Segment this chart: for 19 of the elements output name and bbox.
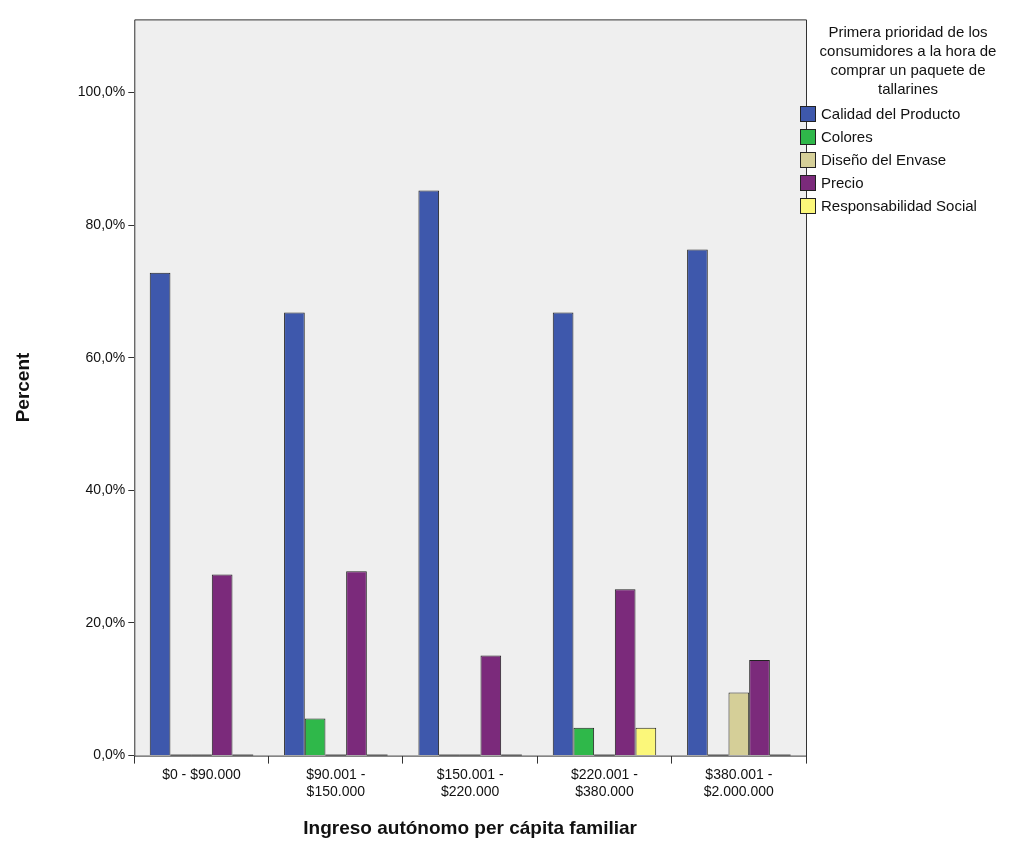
legend-label: Colores xyxy=(821,128,873,145)
x-tick-label: $220.001 - $380.000 xyxy=(571,765,639,799)
x-tick-label: $90.001 - $150.000 xyxy=(306,765,366,799)
legend-label: Precio xyxy=(821,174,864,191)
y-tick-label: 20,0% xyxy=(85,613,126,630)
x-tick-label: $0 - $90.000 xyxy=(162,765,241,782)
y-tick-label: 0,0% xyxy=(93,746,126,763)
legend-label: Diseño del Envase xyxy=(821,151,947,168)
legend-label: Responsabilidad Social xyxy=(821,197,977,214)
y-tick-label: 60,0% xyxy=(85,348,126,365)
y-tick-label: 80,0% xyxy=(85,215,126,232)
legend-title: Primera prioridad de los consumidores a la hora de comprar un paquete de tallarines xyxy=(818,22,998,98)
x-tick-label: $150.001 - $220.000 xyxy=(436,765,504,799)
x-tick-label: $380.001 - $2.000.000 xyxy=(703,765,775,799)
x-axis-title: Ingreso autónomo per cápita familiar xyxy=(303,816,638,838)
legend-label: Calidad del Producto xyxy=(821,105,961,122)
y-tick-label: 100,0% xyxy=(77,83,126,100)
y-axis-title: Percent xyxy=(11,351,33,423)
y-tick-label: 40,0% xyxy=(85,481,126,498)
